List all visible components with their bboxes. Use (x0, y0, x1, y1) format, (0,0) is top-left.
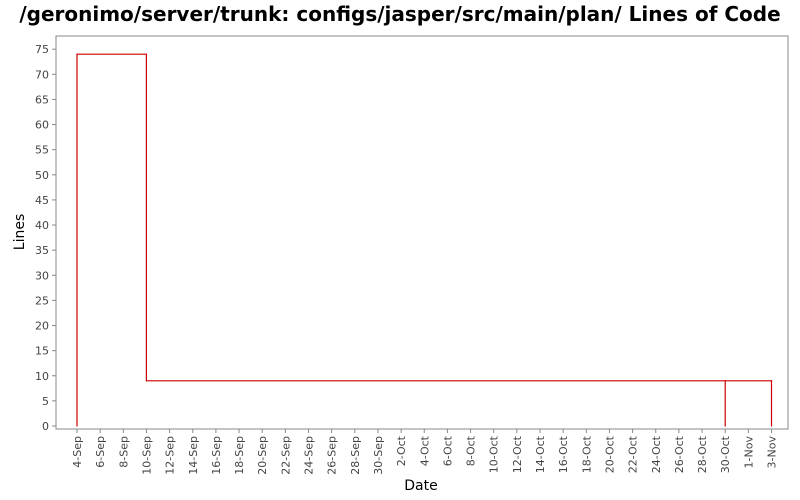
x-tick-label: 3-Nov (766, 436, 779, 469)
data-point (770, 425, 773, 427)
x-tick-label: 30-Sep (372, 436, 385, 475)
data-point (76, 53, 78, 55)
y-tick-label: 70 (35, 68, 49, 81)
x-tick-label: 8-Oct (465, 435, 478, 466)
y-tick-label: 0 (42, 420, 49, 433)
x-tick-label: 18-Oct (580, 435, 593, 473)
x-axis-label: Date (404, 478, 437, 494)
x-tick-label: 24-Sep (303, 436, 316, 475)
y-tick-label: 30 (35, 269, 49, 282)
y-tick-label: 5 (42, 395, 49, 408)
x-tick-label: 1-Nov (742, 436, 755, 469)
x-tick-label: 28-Sep (349, 436, 362, 475)
chart-title: /geronimo/server/trunk: configs/jasper/s… (19, 2, 781, 26)
x-tick-label: 10-Oct (488, 435, 501, 473)
x-tick-label: 30-Oct (719, 435, 732, 473)
x-tick-label: 8-Sep (117, 436, 130, 468)
plot-frame (55, 35, 789, 430)
x-tick-label: 12-Sep (164, 436, 177, 475)
x-tick-label: 26-Sep (326, 436, 339, 475)
x-tick-label: 18-Sep (233, 436, 246, 475)
y-tick-label: 50 (35, 169, 49, 182)
x-tick-label: 26-Oct (673, 435, 686, 473)
y-tick-label: 15 (35, 345, 49, 358)
data-point (724, 425, 726, 427)
series-group (76, 53, 773, 427)
y-tick-label: 75 (35, 43, 49, 56)
y-tick-label: 35 (35, 244, 49, 257)
data-point (145, 53, 148, 55)
x-tick-label: 6-Sep (94, 436, 107, 468)
y-tick-label: 40 (35, 219, 49, 232)
x-tick-label: 16-Oct (557, 435, 570, 473)
y-tick-label: 20 (35, 320, 49, 333)
x-tick-label: 2-Oct (395, 435, 408, 466)
x-tick-label: 4-Sep (71, 436, 84, 468)
x-tick-label: 14-Sep (187, 436, 200, 475)
data-point (145, 380, 148, 382)
y-axis: 0 5 10 15 20 25 30 35 40 45 50 55 60 65 70 75 (35, 43, 56, 433)
x-tick-label: 28-Oct (696, 435, 709, 473)
x-tick-label: 20-Sep (256, 436, 269, 475)
x-tick-label: 10-Sep (140, 436, 153, 475)
x-tick-label: 12-Oct (511, 435, 524, 473)
x-tick-label: 14-Oct (534, 435, 547, 473)
y-tick-label: 45 (35, 194, 49, 207)
x-axis: 4-Sep 6-Sep 8-Sep 10-Sep 12-Sep 14-Sep 16-Sep 1… (71, 429, 779, 475)
x-tick-label: 4-Oct (418, 435, 431, 466)
y-axis-label: Lines (12, 214, 28, 250)
x-tick-label: 24-Oct (650, 435, 663, 473)
x-tick-label: 22-Sep (279, 436, 292, 475)
y-tick-label: 10 (35, 370, 49, 383)
x-tick-label: 22-Oct (627, 435, 640, 473)
data-point (76, 425, 78, 427)
y-tick-label: 60 (35, 119, 49, 132)
y-tick-label: 55 (35, 144, 49, 157)
y-tick-label: 65 (35, 93, 49, 106)
x-tick-label: 16-Sep (210, 436, 223, 475)
x-tick-label: 20-Oct (603, 435, 616, 473)
y-tick-label: 25 (35, 294, 49, 307)
x-tick-label: 6-Oct (441, 435, 454, 466)
data-point (770, 380, 773, 382)
data-point (724, 380, 726, 382)
